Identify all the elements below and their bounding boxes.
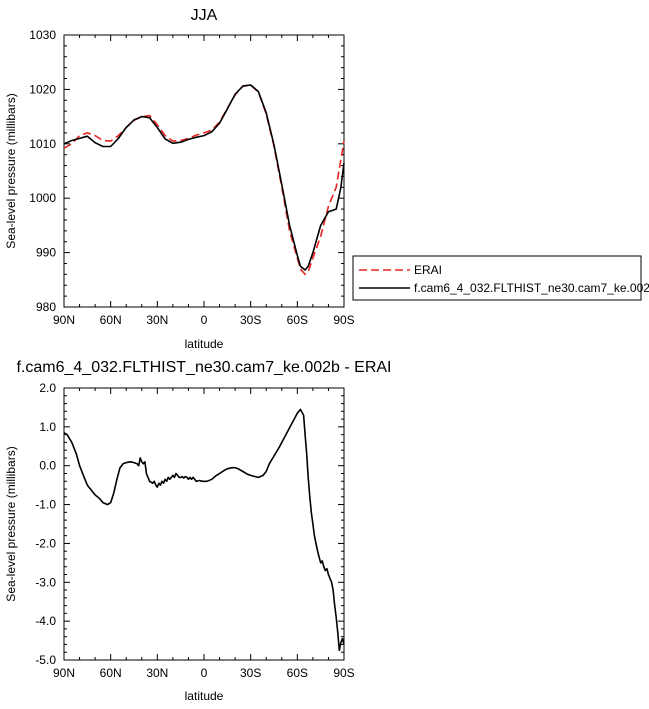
legend-label-erai: ERAI [414,263,442,277]
series-line-erai [63,84,345,276]
legend: ERAI f.cam6_4_032.FLTHIST_ne30.cam7_ke.0… [352,255,649,301]
x-tick-label: 60S [287,313,308,327]
legend-label-model: f.cam6_4_032.FLTHIST_ne30.cam7_ke.002b [414,281,649,295]
x-tick-label: 0 [201,666,208,680]
y-tick-label: 1030 [29,28,56,42]
y-tick-label: 1020 [29,82,56,96]
y-tick-label: 2.0 [39,381,56,395]
chart-title: f.cam6_4_032.FLTHIST_ne30.cam7_ke.002b -… [16,359,391,376]
plot-area: 90N 60N 30N 0 30S 60S 90S 980 990 1000 1010 1020 103… [29,28,354,327]
plot-frame [63,387,345,661]
x-tick-label: 90S [333,666,354,680]
y-tick-label: -5.0 [35,653,56,667]
chart-title: JJA [191,7,218,24]
legend-box [352,255,642,301]
plot-area: 90N 60N 30N 0 30S 60S 90S -5.0 -4.0 -3.0 -2.0 -1.0 0… [35,381,354,680]
x-tick-label: 60N [100,313,122,327]
y-tick-label: 1.0 [39,420,56,434]
y-tick-label: 980 [36,300,56,314]
series-line-difference [63,408,345,652]
y-axis-label: Sea-level pressure (millibars) [4,93,18,248]
panel-slp-difference: f.cam6_4_032.FLTHIST_ne30.cam7_ke.002b -… [4,359,392,703]
plot-frame [63,34,345,308]
y-tick-label: 1010 [29,137,56,151]
x-axis-label: latitude [185,337,224,351]
x-tick-label: 30S [240,666,261,680]
y-tick-label: -2.0 [35,536,56,550]
x-tick-label: 0 [201,313,208,327]
y-tick-label: -1.0 [35,498,56,512]
y-tick-label: -4.0 [35,614,56,628]
series-line-f-cam6-4-032-flthist-ne30-cam7-ke-002b [63,84,345,271]
x-axis-label: latitude [185,689,224,703]
x-tick-label: 60N [100,666,122,680]
x-tick-label: 90N [53,666,75,680]
x-tick-label: 90S [333,313,354,327]
x-tick-label: 30N [146,666,168,680]
y-axis-label: Sea-level pressure (millibars) [4,446,18,601]
y-tick-label: 0.0 [39,459,56,473]
x-tick-label: 30N [146,313,168,327]
x-tick-label: 30S [240,313,261,327]
x-tick-label: 90N [53,313,75,327]
y-tick-label: -3.0 [35,575,56,589]
y-tick-label: 1000 [29,191,56,205]
x-tick-label: 60S [287,666,308,680]
y-tick-label: 990 [36,246,56,260]
panel-slp-jja: JJA 90N 60N 30N 0 30S 60S 90S 980 990 1000 1010 102… [4,7,649,351]
